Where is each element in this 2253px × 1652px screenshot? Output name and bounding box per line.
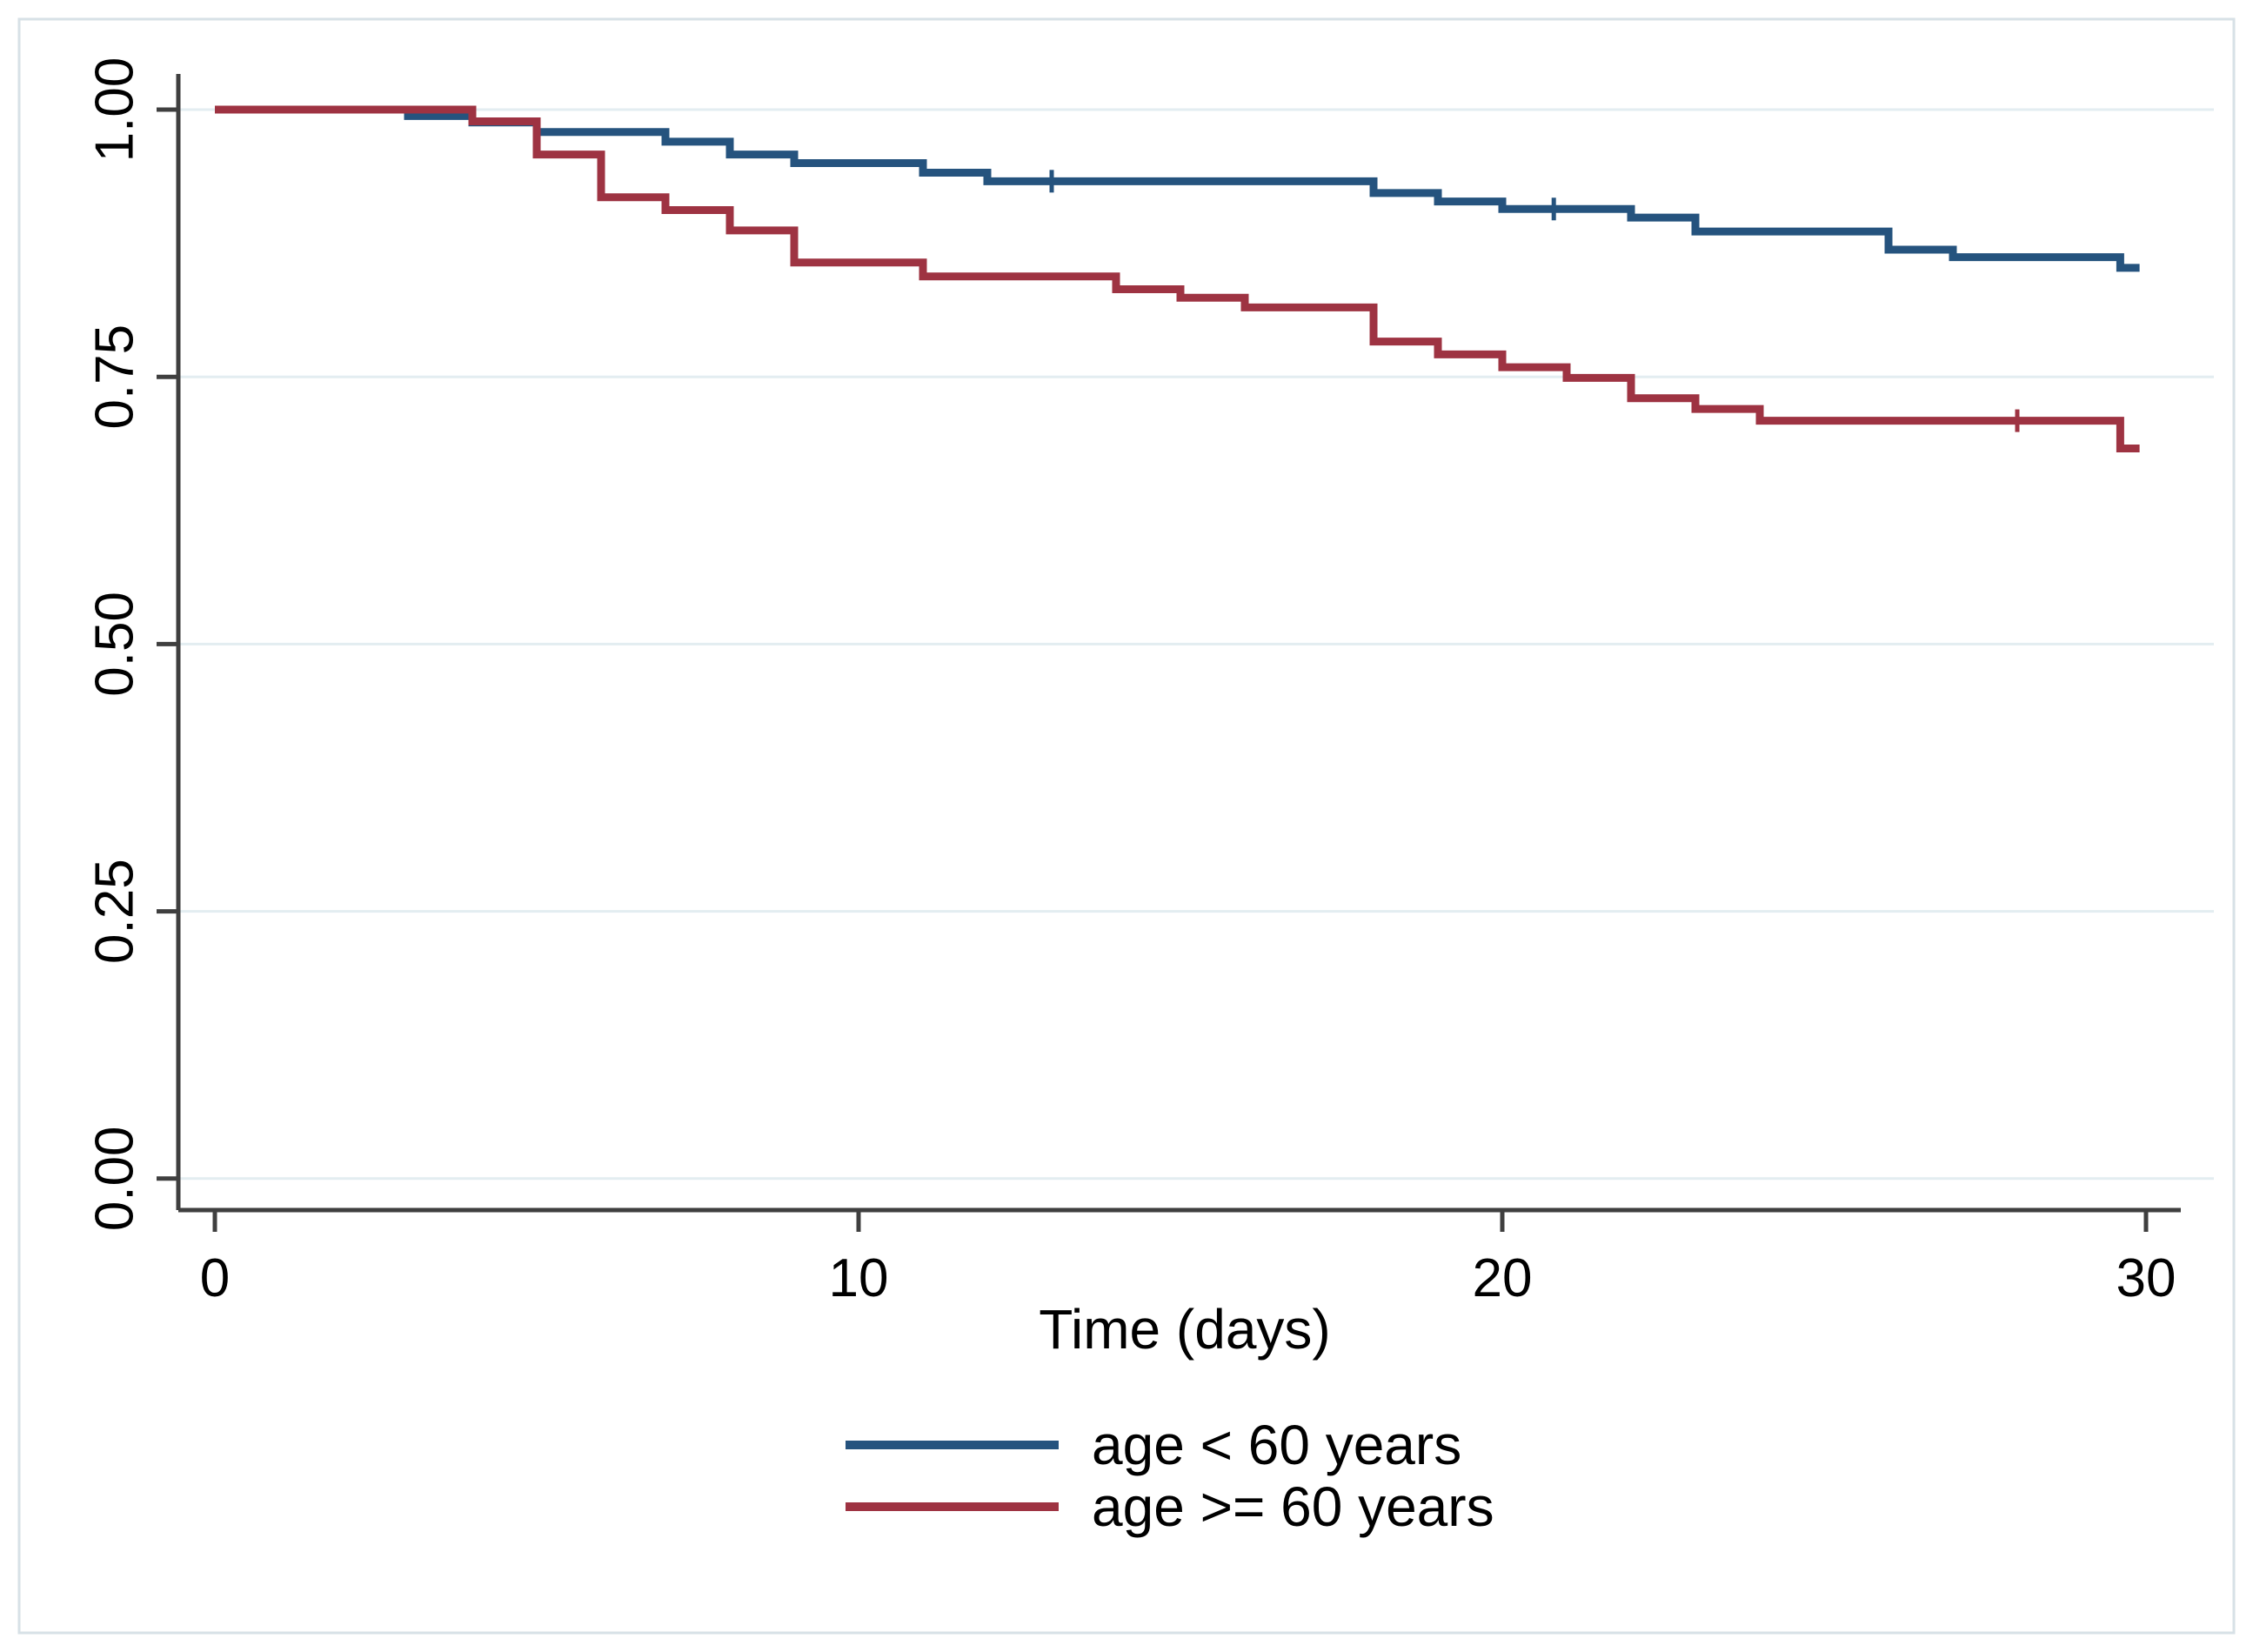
legend-item-age-gte-60: age >= 60 years <box>846 1475 1494 1538</box>
y-tick-label: 0.25 <box>85 859 145 964</box>
x-tick-label: 0 <box>200 1248 230 1308</box>
x-axis-title: Time (days) <box>1039 1298 1330 1361</box>
x-tick-label: 30 <box>2116 1248 2176 1308</box>
survival-curves <box>215 105 2140 453</box>
gridlines <box>178 108 2214 1180</box>
y-tick-label: 0.75 <box>85 324 145 430</box>
x-tick-label: 10 <box>829 1248 889 1308</box>
y-tick-label: 0.50 <box>85 592 145 697</box>
y-axis-ticks: 1.00 0.75 0.50 0.25 0.00 <box>85 57 178 1231</box>
legend: age < 60 years age >= 60 years <box>846 1414 1494 1538</box>
km-curve-series-1 <box>215 105 2140 453</box>
x-tick-label: 20 <box>1473 1248 1533 1308</box>
legend-item-age-lt-60: age < 60 years <box>846 1414 1461 1476</box>
y-tick-label: 1.00 <box>85 57 145 163</box>
y-tick-label: 0.00 <box>85 1126 145 1231</box>
legend-label-age-lt-60: age < 60 years <box>1092 1414 1461 1476</box>
figure-border <box>17 17 2236 1635</box>
x-axis-ticks: 0 10 20 30 <box>200 1210 2176 1308</box>
legend-label-age-gte-60: age >= 60 years <box>1092 1475 1494 1538</box>
